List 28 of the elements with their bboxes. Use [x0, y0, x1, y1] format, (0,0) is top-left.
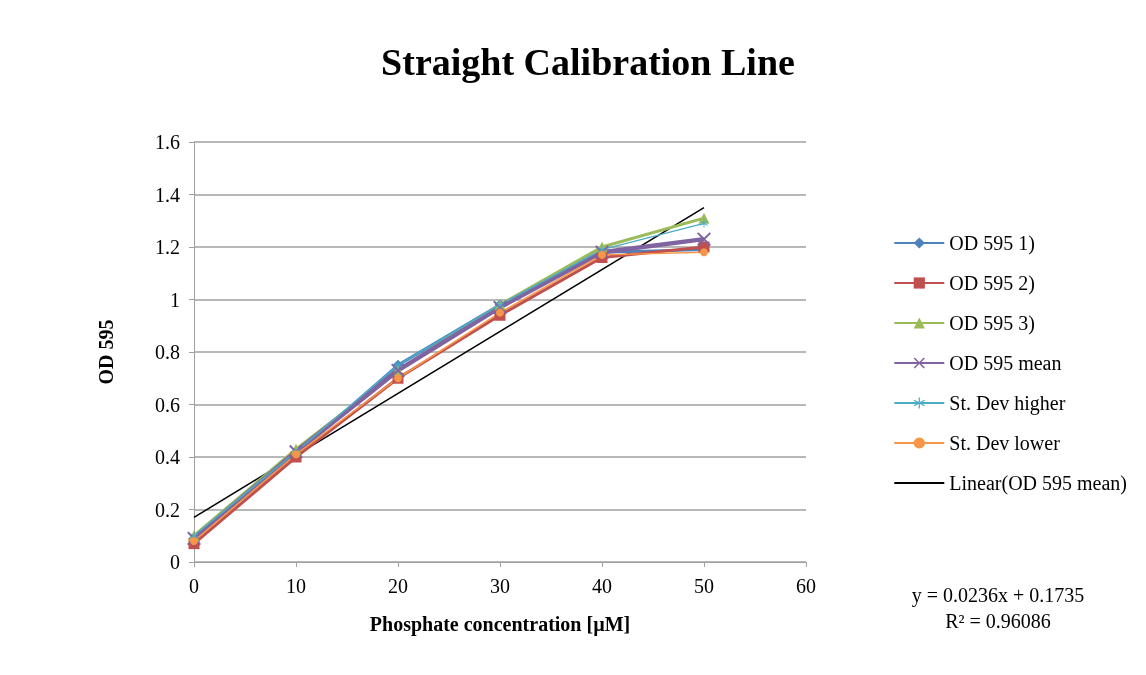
x-tick-label: 30 — [490, 575, 510, 597]
x-axis-title: Phosphate concentration [µM] — [369, 613, 631, 636]
legend-label: OD 595 2) — [949, 272, 1035, 295]
legend-label: OD 595 mean — [949, 352, 1062, 374]
legend-label: St. Dev higher — [949, 392, 1066, 415]
x-tick-label: 20 — [388, 575, 408, 597]
text: y = 0.0236x + 0.1735 — [911, 584, 1085, 607]
legend-label: OD 595 3) — [949, 312, 1035, 335]
y-tick-label: 1.2 — [155, 236, 180, 258]
y-tick-label: 1 — [170, 288, 180, 311]
y-tick-label: 1.4 — [155, 183, 180, 206]
y-tick-label: 0.8 — [155, 341, 180, 363]
x-tick-label: 0 — [189, 575, 199, 597]
y-tick-label: 0.6 — [155, 393, 180, 416]
y-tick-label: 0 — [170, 551, 180, 573]
x-tick-label: 40 — [592, 575, 612, 597]
y-tick-label: 0.4 — [155, 446, 180, 468]
x-tick-label: 10 — [286, 575, 306, 597]
x-tick-label: 60 — [796, 575, 816, 597]
chart-title: Straight Calibration Line — [381, 41, 795, 83]
y-axis-title: OD 595 — [95, 319, 117, 385]
y-tick-label: 0.2 — [155, 498, 180, 521]
text: R² = 0.96086 — [945, 610, 1051, 632]
legend-label: St. Dev lower — [949, 432, 1061, 454]
y-tick-label: 1.6 — [155, 131, 180, 153]
legend-label: OD 595 1) — [949, 232, 1035, 255]
legend-label: Linear(OD 595 mean) — [949, 472, 1128, 495]
x-tick-label: 50 — [694, 575, 714, 597]
